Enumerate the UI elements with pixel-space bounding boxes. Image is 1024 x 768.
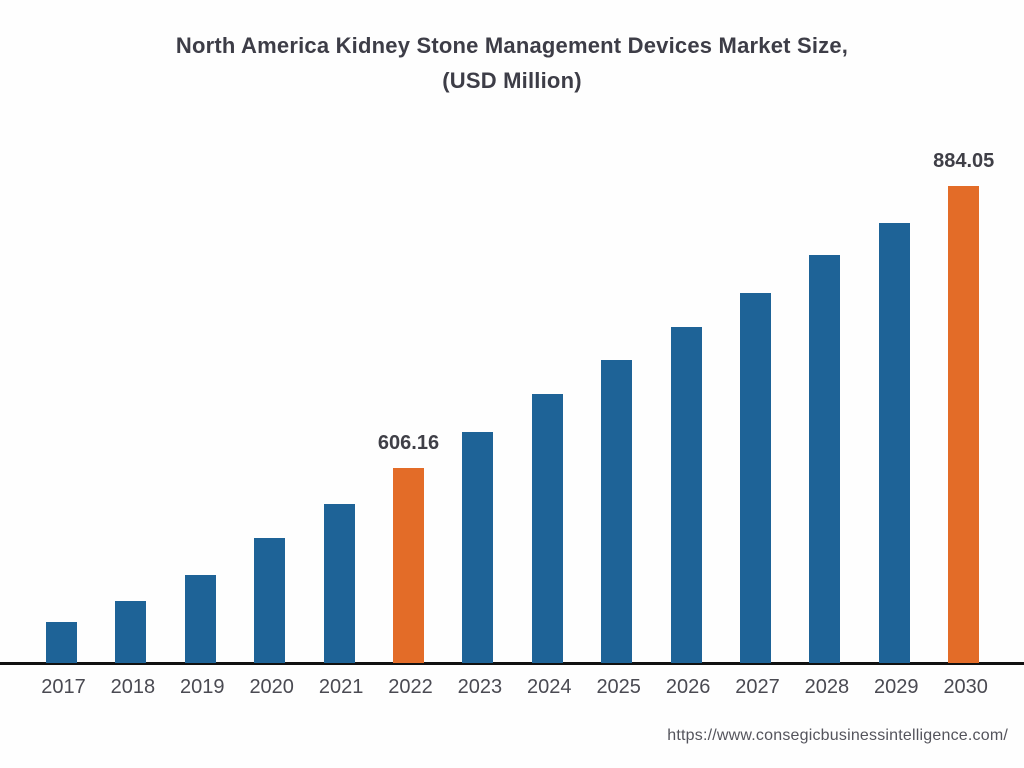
x-tick-2023: 2023 xyxy=(457,676,503,698)
bar-2018 xyxy=(115,601,147,663)
bar-2026 xyxy=(670,327,702,663)
chart-title-line2: (USD Million) xyxy=(442,68,582,93)
x-tick-2025: 2025 xyxy=(596,676,641,698)
value-label-2030: 884.05 xyxy=(933,150,995,172)
bar-2019 xyxy=(184,575,216,663)
bar-2021 xyxy=(323,504,355,663)
value-label-2022: 606.16 xyxy=(377,432,440,454)
bar-2030 xyxy=(948,186,980,663)
bar-2024 xyxy=(531,394,563,663)
bar-2022 xyxy=(393,468,424,663)
x-tick-2029: 2029 xyxy=(874,676,919,698)
x-tick-2019: 2019 xyxy=(180,676,225,698)
bar-2025 xyxy=(601,360,633,663)
bar-2020 xyxy=(254,538,286,663)
bar-2028 xyxy=(809,255,841,663)
bar-2027 xyxy=(740,293,771,663)
x-tick-2018: 2018 xyxy=(110,676,156,698)
bar-2023 xyxy=(462,432,494,663)
x-tick-2017: 2017 xyxy=(41,676,86,698)
x-tick-2026: 2026 xyxy=(665,676,711,698)
chart-title-line1: North America Kidney Stone Management De… xyxy=(175,33,849,58)
source-url: https://www.consegicbusinessintelligence… xyxy=(667,727,1008,744)
x-tick-2028: 2028 xyxy=(804,676,850,698)
x-tick-2024: 2024 xyxy=(527,676,572,698)
x-tick-2027: 2027 xyxy=(735,676,780,698)
x-tick-2020: 2020 xyxy=(249,676,294,698)
x-tick-2030: 2030 xyxy=(943,676,988,698)
x-axis-line xyxy=(0,662,1024,665)
x-tick-2022: 2022 xyxy=(388,676,433,698)
chart-title: North America Kidney Stone Management De… xyxy=(0,28,1024,98)
x-tick-2021: 2021 xyxy=(318,676,364,698)
bar-2017 xyxy=(46,622,77,663)
bar-2029 xyxy=(878,223,910,663)
